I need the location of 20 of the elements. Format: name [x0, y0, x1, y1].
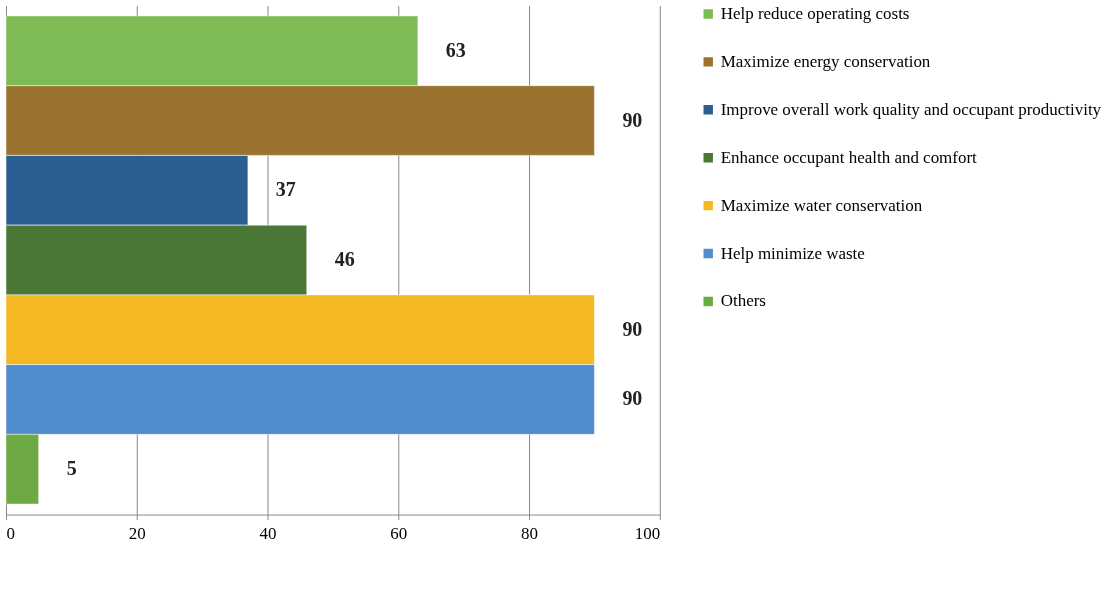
data-label: 46 [334, 248, 355, 271]
x-tick-label: 80 [521, 524, 539, 544]
legend-label: Enhance occupant health and comfort [720, 147, 978, 167]
x-tick-label: 40 [259, 524, 277, 544]
legend-label: Maximize water conservation [720, 195, 923, 215]
x-tick-label: 20 [128, 524, 146, 544]
x-tick-label: 60 [390, 524, 408, 544]
legend-label: Help reduce operating costs [720, 3, 910, 23]
data-label: 90 [622, 108, 643, 131]
data-label: 90 [622, 387, 643, 410]
legend-label: Maximize energy conservation [720, 51, 931, 71]
legend-label: Improve overall work quality and occupant productivity [720, 99, 1102, 119]
legend-label: Help minimize waste [720, 243, 865, 263]
data-label: 5 [66, 457, 77, 480]
legend-label: Others [720, 291, 766, 311]
data-label: 63 [445, 38, 466, 61]
data-label: 90 [622, 317, 643, 340]
x-tick-label: 100 [634, 524, 661, 544]
data-label: 37 [275, 178, 296, 201]
x-tick-label: 0 [6, 524, 15, 544]
